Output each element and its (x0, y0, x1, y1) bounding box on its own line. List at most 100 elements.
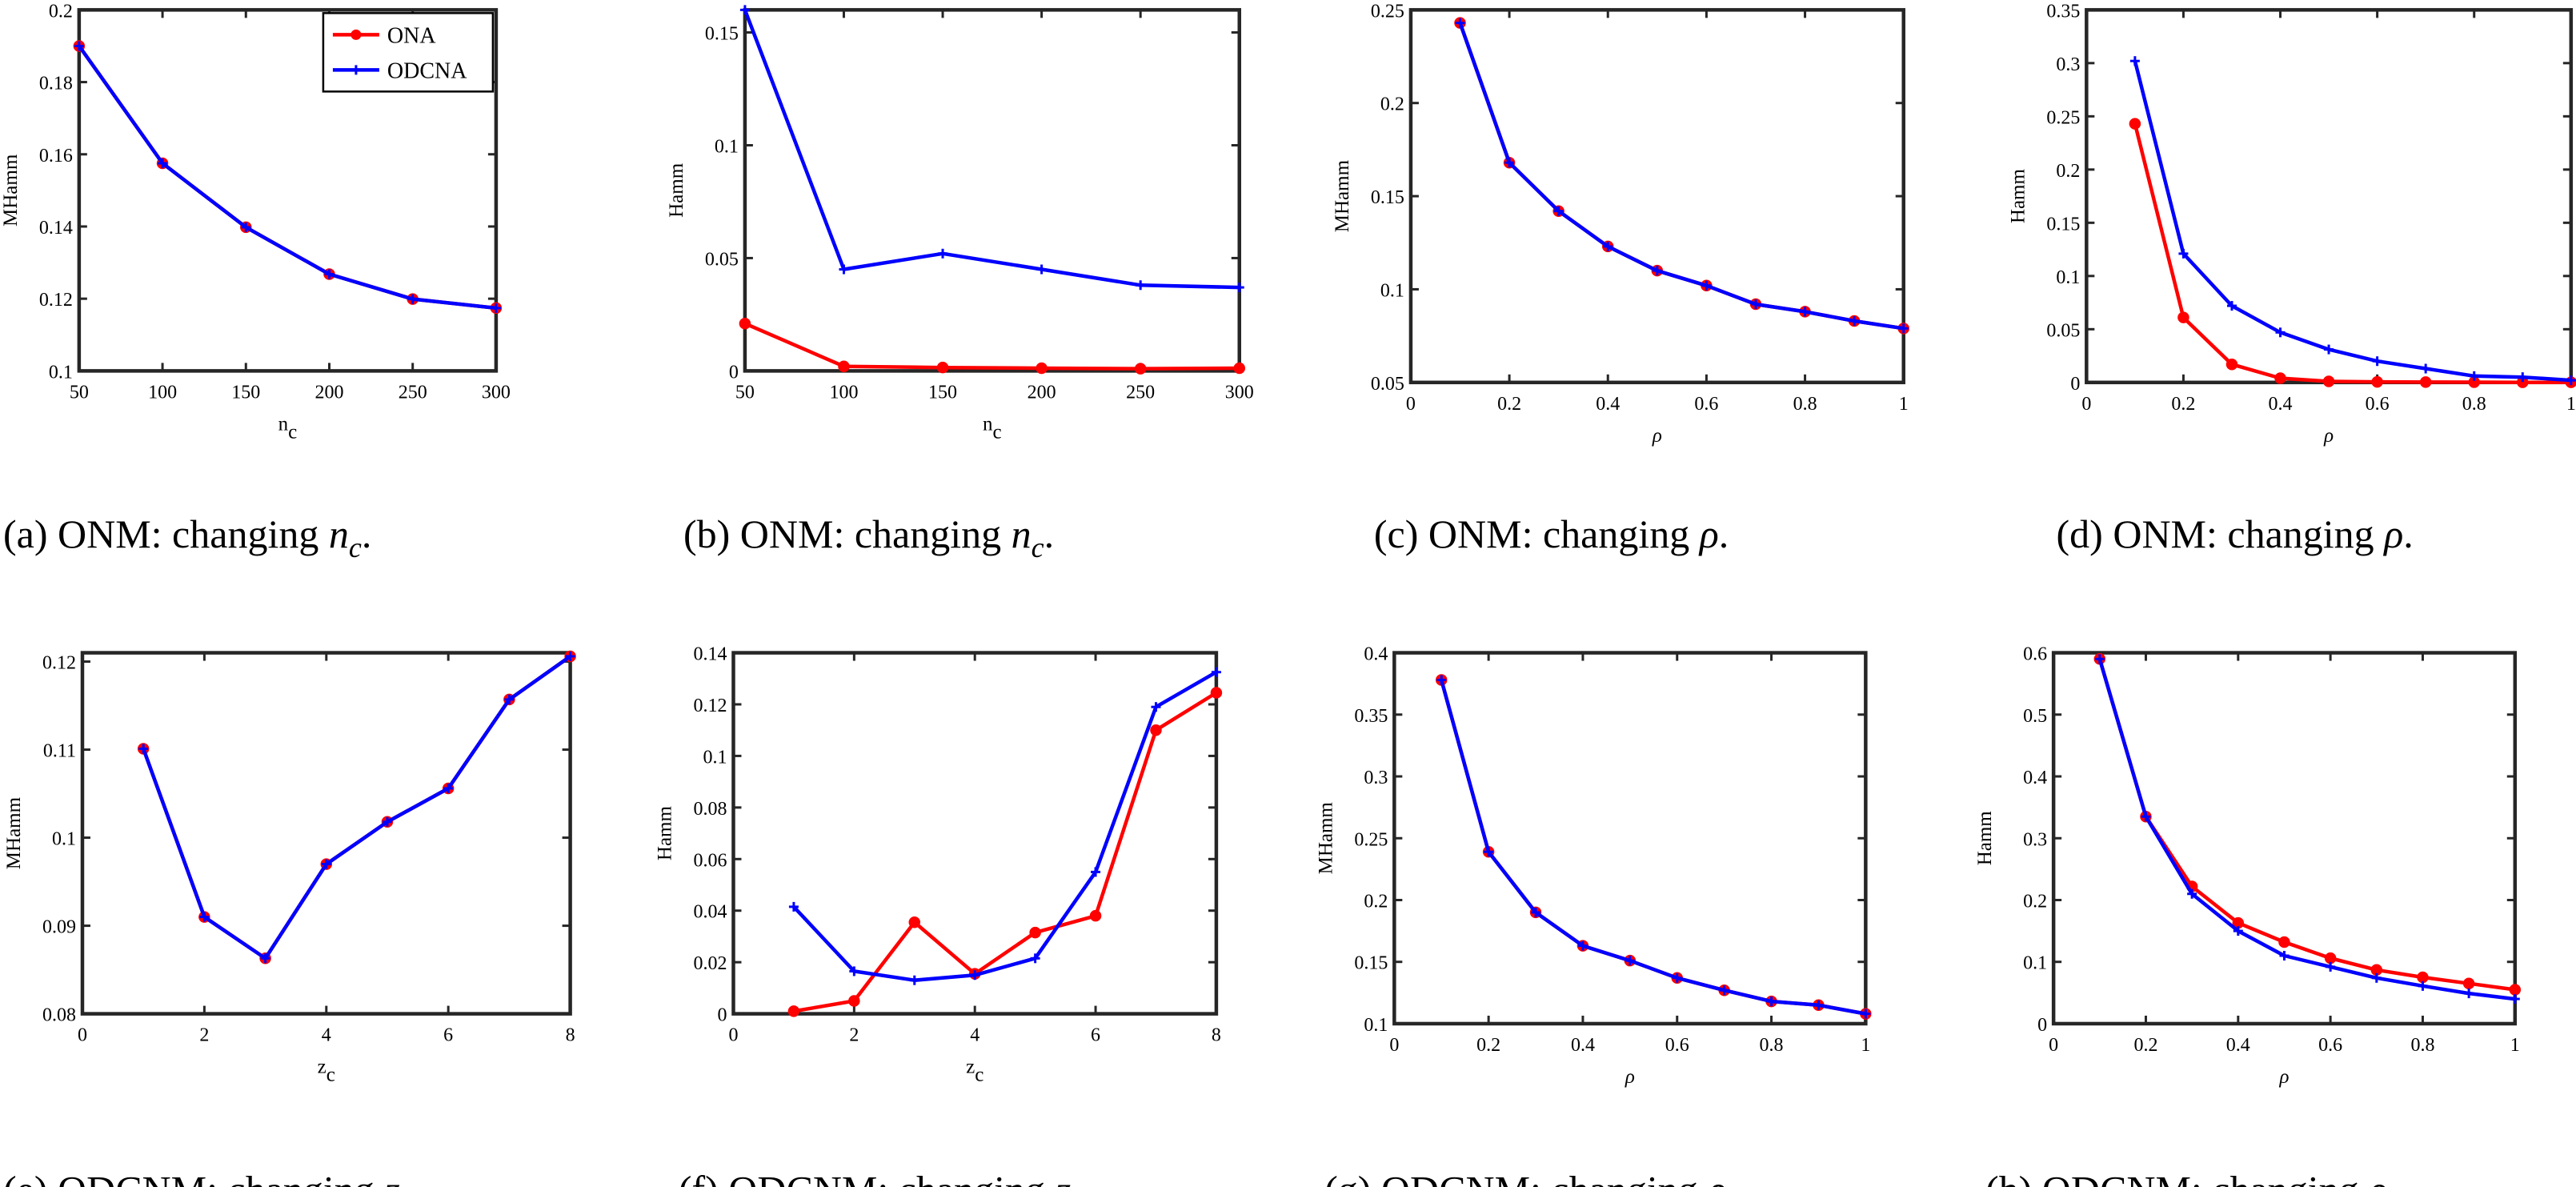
y-axis-label: MHamm (1332, 159, 1353, 232)
y-tick-label: 0.08 (42, 1005, 76, 1026)
y-tick-label: 0.4 (2023, 768, 2047, 788)
figure-grid: 50 100 150 200 250 3000.10.120.140.160.180.2n… (0, 0, 2576, 1187)
x-tick-label: 0.8 (1793, 394, 1817, 415)
x-tick-label: 0.4 (1596, 394, 1620, 415)
chart-panel-f: 0246800.020.040.060.080.10.120.14zcHamm(… (654, 644, 1221, 1187)
x-tick-label: 1 (1861, 1035, 1870, 1056)
y-axis-label: MHamm (1315, 802, 1336, 875)
caption-end: . (2403, 511, 2414, 556)
data-point-ona (788, 1006, 799, 1017)
subfigure-caption: (f) ODCNM: changing zc. (679, 1167, 1094, 1187)
caption-variable: z (383, 1167, 399, 1187)
y-tick-label: 0.25 (1354, 829, 1388, 850)
y-tick-label: 0.1 (715, 136, 739, 157)
x-tick-label: 0.2 (2133, 1035, 2157, 1056)
y-tick-label: 0.25 (1371, 1, 1404, 22)
x-tick-label: 0 (2081, 394, 2091, 415)
y-tick-label: 0.3 (2023, 829, 2047, 850)
y-tick-label: 0.14 (39, 218, 73, 239)
data-point-ona (2372, 377, 2382, 387)
y-tick-label: 0.12 (42, 653, 76, 674)
x-tick-label: 100 (148, 382, 177, 403)
y-tick-label: 0.2 (49, 1, 73, 22)
x-axis-label-sub: c (288, 421, 297, 443)
x-tick-label: 8 (566, 1025, 575, 1046)
data-point-ona (839, 361, 849, 371)
plot-frame (733, 653, 1216, 1014)
y-tick-label: 0.05 (1371, 374, 1404, 395)
y-tick-label: 0.35 (2046, 1, 2080, 22)
x-tick-label: 150 (928, 382, 957, 403)
subfigure-caption: (a) ONM: changing nc. (3, 511, 371, 563)
x-axis-label: ρ (1625, 1066, 1635, 1088)
caption-variable: ρ (1706, 1167, 1727, 1187)
subfigure-caption: (c) ONM: changing ρ. (1374, 511, 1729, 556)
y-tick-label: 0.09 (42, 917, 76, 938)
caption-end: . (1044, 511, 1055, 556)
x-tick-label: 0.6 (1665, 1035, 1689, 1056)
subfigure-caption: (e) ODCNM: changing zc. (3, 1167, 423, 1187)
y-tick-label: 0.12 (39, 290, 73, 311)
x-tick-label: 0.4 (2269, 394, 2293, 415)
x-axis-label: ρ (1652, 425, 1662, 447)
x-tick-label: 0 (78, 1025, 87, 1046)
y-tick-label: 0.16 (39, 146, 73, 166)
x-tick-label: 2 (849, 1025, 859, 1046)
y-tick-label: 0.35 (1354, 706, 1388, 727)
x-tick-label: 1 (1899, 394, 1909, 415)
y-tick-label: 0.2 (1364, 891, 1388, 912)
y-axis-label: MHamm (0, 154, 22, 227)
y-tick-label: 0.11 (43, 741, 76, 762)
x-tick-label: 100 (829, 382, 858, 403)
data-point-ona (909, 917, 919, 928)
x-tick-label: 0.2 (1476, 1035, 1500, 1056)
x-tick-label: 250 (1126, 382, 1155, 403)
y-tick-label: 0.05 (705, 249, 739, 270)
x-axis-label-main: z (966, 1057, 975, 1078)
x-tick-label: 0.8 (1760, 1035, 1784, 1056)
data-point-ona (2418, 972, 2428, 983)
legend-label-ona: ONA (387, 23, 436, 48)
legend: ONAODCNA (323, 13, 493, 91)
y-tick-label: 0.1 (2023, 953, 2047, 974)
x-axis-label-main: n (278, 413, 289, 435)
y-tick-label: 0.2 (2056, 161, 2080, 182)
y-tick-label: 0.1 (52, 829, 76, 850)
y-tick-label: 0 (717, 1005, 727, 1026)
x-tick-label: 0.6 (1694, 394, 1718, 415)
caption-end: . (1084, 1167, 1094, 1187)
y-tick-label: 0.2 (2023, 891, 2047, 912)
x-tick-label: 1 (2566, 394, 2576, 415)
y-tick-label: 0.3 (2056, 54, 2080, 75)
x-axis-label: nc (983, 413, 1002, 443)
chart-panel-h: 0 0.2 0.4 0.6 0.8 1 0 0.1 0.2 0.3 0.4 0.5 0.6 ρ Hamm (h… (1974, 644, 2520, 1187)
x-axis-label-main: ρ (2323, 425, 2334, 447)
x-axis-label: zc (318, 1057, 335, 1086)
data-point-ona (2464, 978, 2474, 988)
y-tick-label: 0 (2037, 1015, 2047, 1036)
data-point-ona (739, 319, 750, 329)
caption-text: (f) ODCNM: changing (679, 1167, 1056, 1187)
subfigure-caption: (b) ONM: changing nc. (683, 511, 1054, 563)
x-axis-label-main: ρ (2278, 1066, 2289, 1088)
y-tick-label: 0.15 (1371, 187, 1404, 208)
subfigure-caption: (g) ODCNM: changing ρ. (1324, 1167, 1737, 1187)
x-tick-label: 6 (1091, 1025, 1100, 1046)
x-tick-label: 50 (70, 382, 89, 403)
x-tick-label: 0 (1389, 1035, 1399, 1056)
plot-frame (745, 10, 1240, 371)
x-tick-label: 0.6 (2318, 1035, 2342, 1056)
caption-variable: n (1012, 511, 1032, 556)
data-point-ona (849, 996, 859, 1006)
x-tick-label: 300 (1225, 382, 1254, 403)
data-point-ona (1211, 688, 1221, 698)
y-tick-label: 0.1 (703, 747, 727, 768)
y-tick-label: 0.1 (1364, 1015, 1388, 1036)
x-tick-label: 0.8 (2462, 394, 2486, 415)
caption-end: . (362, 511, 372, 556)
x-axis-label-sub: c (327, 1065, 335, 1086)
y-tick-label: 0.15 (705, 24, 739, 45)
x-tick-label: 8 (1212, 1025, 1221, 1046)
y-tick-label: 0.4 (1364, 644, 1388, 665)
x-tick-label: 0 (1406, 394, 1416, 415)
